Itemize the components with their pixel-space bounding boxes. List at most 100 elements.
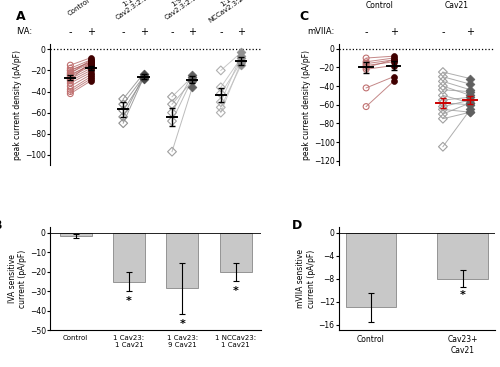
Text: +: + <box>237 27 245 37</box>
Text: +: + <box>466 27 474 37</box>
Point <box>86 63 94 69</box>
Y-axis label: mVIIA sensitive
current (pA/pF): mVIIA sensitive current (pA/pF) <box>296 249 316 308</box>
Point <box>119 101 127 107</box>
Point <box>188 78 196 84</box>
Y-axis label: peak current density (pA/pF): peak current density (pA/pF) <box>302 50 311 160</box>
Text: Cav23+
Cav21: Cav23+ Cav21 <box>442 0 472 10</box>
Point <box>66 70 74 76</box>
Point <box>119 120 127 126</box>
Point <box>140 71 147 77</box>
Point <box>439 111 447 117</box>
Point <box>439 116 447 121</box>
Point <box>119 108 127 113</box>
Text: 1:9
Cav2.3:2.1: 1:9 Cav2.3:2.1 <box>159 0 198 21</box>
Bar <box>166 233 198 288</box>
Point <box>66 76 74 82</box>
Text: B: B <box>0 219 2 232</box>
Point <box>362 55 370 61</box>
Point <box>390 59 398 65</box>
Point <box>66 83 74 89</box>
Point <box>390 55 398 61</box>
Bar <box>346 233 396 308</box>
Text: *: * <box>460 290 466 300</box>
Point <box>466 97 474 103</box>
Point <box>86 76 94 82</box>
Point <box>237 50 245 55</box>
Point <box>466 87 474 93</box>
Point <box>86 61 94 67</box>
Point <box>66 68 74 73</box>
Point <box>466 106 474 112</box>
Point <box>466 109 474 115</box>
Point <box>439 97 447 103</box>
Point <box>362 85 370 91</box>
Point <box>466 89 474 95</box>
Bar <box>60 233 92 236</box>
Text: +: + <box>140 27 147 37</box>
Point <box>119 96 127 102</box>
Text: A: A <box>16 10 26 23</box>
Point <box>168 110 176 116</box>
Point <box>217 105 225 110</box>
Point <box>466 76 474 81</box>
Point <box>86 59 94 65</box>
Point <box>168 94 176 100</box>
Point <box>140 76 147 82</box>
Point <box>439 74 447 80</box>
Point <box>66 77 74 83</box>
Point <box>362 61 370 66</box>
Point <box>237 55 245 61</box>
Point <box>86 57 94 63</box>
Y-axis label: IVA sensitive
current (pA/pF): IVA sensitive current (pA/pF) <box>8 250 27 308</box>
Point <box>466 100 474 106</box>
Point <box>86 78 94 84</box>
Text: mVIIA:: mVIIA: <box>308 28 334 36</box>
Y-axis label: peak current density (pA/pF): peak current density (pA/pF) <box>13 50 22 160</box>
Point <box>237 62 245 68</box>
Point <box>439 79 447 84</box>
Point <box>439 103 447 109</box>
Point <box>86 65 94 71</box>
Point <box>86 59 94 65</box>
Text: -: - <box>441 27 444 37</box>
Point <box>237 53 245 59</box>
Point <box>168 149 176 155</box>
Point <box>66 65 74 71</box>
Point <box>439 144 447 150</box>
Text: -: - <box>170 27 174 37</box>
Point <box>140 74 147 80</box>
Point <box>439 83 447 89</box>
Point <box>140 73 147 79</box>
Text: -: - <box>364 27 368 37</box>
Point <box>237 59 245 65</box>
Point <box>217 110 225 116</box>
Text: -: - <box>122 27 125 37</box>
Point <box>439 100 447 106</box>
Point <box>188 84 196 90</box>
Point <box>66 88 74 94</box>
Text: +: + <box>86 27 94 37</box>
Point <box>86 70 94 76</box>
Point <box>86 59 94 65</box>
Point <box>66 80 74 86</box>
Point <box>217 99 225 105</box>
Point <box>140 75 147 81</box>
Point <box>390 79 398 84</box>
Point <box>86 72 94 77</box>
Text: C: C <box>300 10 308 23</box>
Point <box>86 74 94 80</box>
Text: -: - <box>68 27 72 37</box>
Point <box>439 87 447 93</box>
Text: -: - <box>219 27 222 37</box>
Point <box>390 74 398 80</box>
Point <box>66 68 74 73</box>
Point <box>390 57 398 63</box>
Point <box>66 71 74 77</box>
Point <box>217 84 225 90</box>
Text: *: * <box>126 296 132 306</box>
Point <box>362 103 370 109</box>
Text: Control: Control <box>366 1 394 10</box>
Point <box>362 66 370 72</box>
Bar <box>220 233 252 272</box>
Point <box>66 87 74 92</box>
